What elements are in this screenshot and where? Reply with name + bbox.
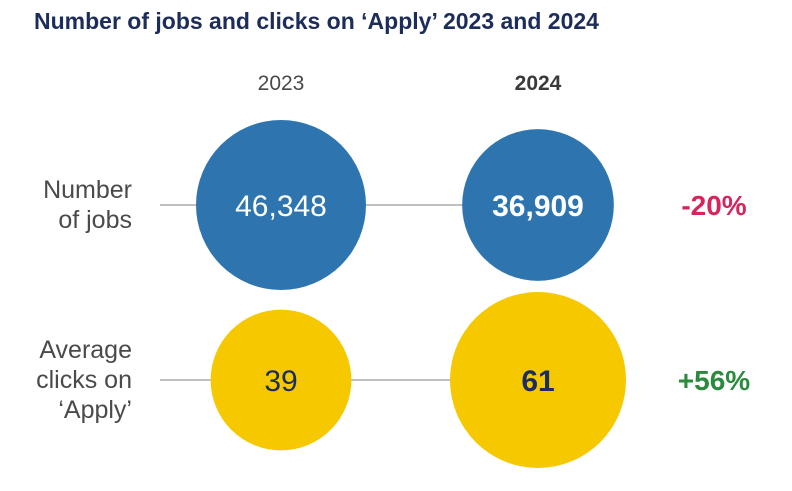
chart-title: Number of jobs and clicks on ‘Apply’ 202… <box>34 8 599 34</box>
change-label: +56% <box>678 365 750 396</box>
column-label-2024: 2024 <box>515 72 562 95</box>
bubble-value-label: 36,909 <box>492 190 584 223</box>
row-labels: Number of jobs Average clicks on ‘Apply’ <box>36 176 132 424</box>
bubbles: 46,348 36,909 39 61 <box>196 120 626 468</box>
bubble <box>450 292 626 468</box>
row-label: Average clicks on ‘Apply’ <box>36 336 132 424</box>
bubble-value-label: 61 <box>521 365 554 398</box>
bubble <box>462 129 614 281</box>
bubble-value-label: 46,348 <box>235 190 327 223</box>
row-label: Number of jobs <box>43 176 132 234</box>
bubble <box>196 120 366 290</box>
change-labels: -20% +56% <box>678 190 750 396</box>
column-label-2023: 2023 <box>258 72 305 95</box>
bubble-value-label: 39 <box>264 365 297 398</box>
bubble <box>210 309 352 451</box>
column-labels: 2023 2024 <box>258 72 562 95</box>
change-label: -20% <box>681 190 746 221</box>
